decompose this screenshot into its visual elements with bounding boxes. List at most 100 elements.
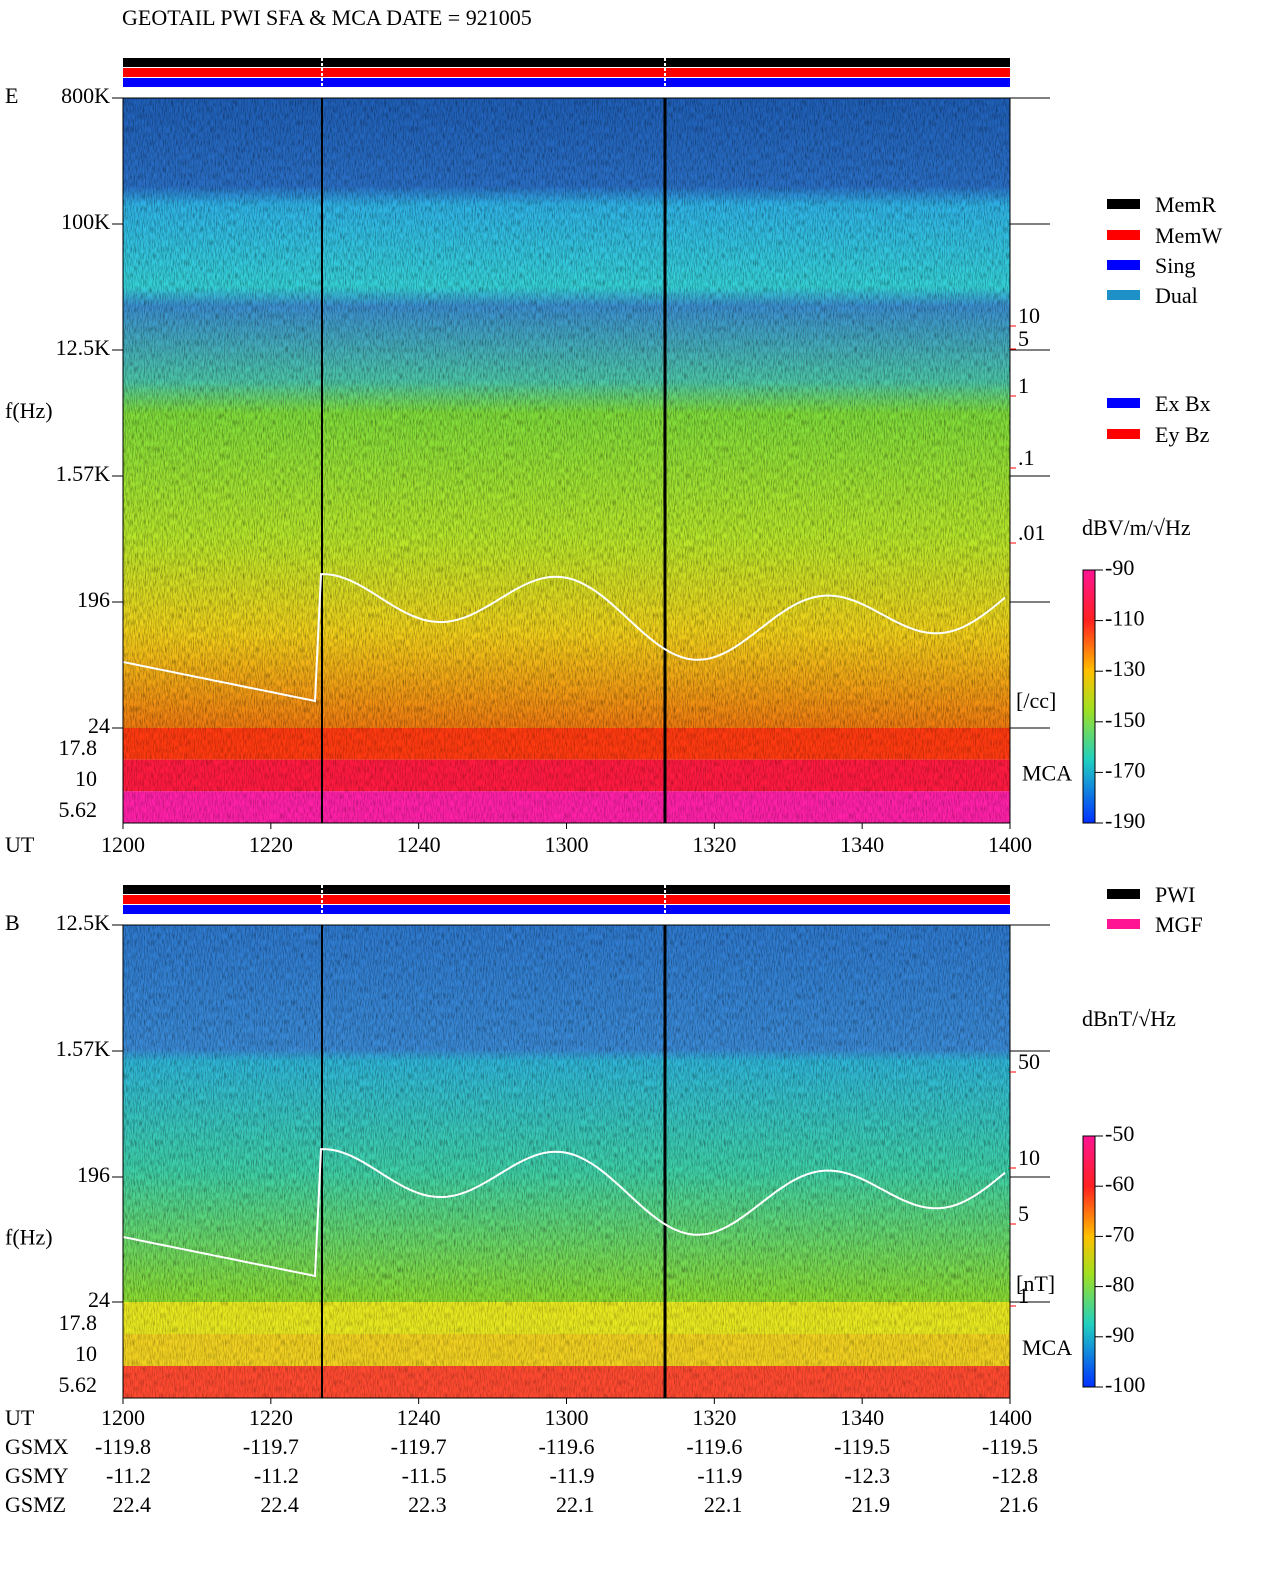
mca-tick-label: 5.62 xyxy=(59,797,98,822)
y-axis-label: f(Hz) xyxy=(5,1225,53,1250)
orbit-label: GSMY xyxy=(5,1463,69,1488)
colorbar-tick-label: -70 xyxy=(1105,1221,1134,1246)
density-unit: [nT] xyxy=(1016,1271,1055,1296)
density-tick-label: 1 xyxy=(1018,1283,1029,1308)
orbit-value: 21.9 xyxy=(852,1492,891,1517)
orbit-value: -119.6 xyxy=(538,1434,594,1459)
colorbar-tick-label: -50 xyxy=(1105,1121,1134,1146)
legend-swatch xyxy=(1107,889,1140,899)
x-tick-label: 1400 xyxy=(988,832,1032,857)
colorbar-tick-label: -60 xyxy=(1105,1171,1134,1196)
x-tick-label: 1340 xyxy=(840,1405,884,1430)
colorbar-tick-label: -100 xyxy=(1105,1372,1145,1397)
colorbar xyxy=(1082,1135,1096,1388)
colorbar-tick-label: -130 xyxy=(1105,656,1145,681)
plasma-trace xyxy=(122,1148,1006,1278)
x-tick-label: 1300 xyxy=(545,832,589,857)
orbit-value: -11.9 xyxy=(697,1463,742,1488)
orbit-value: -119.8 xyxy=(95,1434,151,1459)
legend-swatch xyxy=(1107,260,1140,270)
x-tick-label: 1220 xyxy=(249,832,293,857)
mca-tick-label: 10 xyxy=(75,766,97,791)
colorbar-tick-label: -110 xyxy=(1105,606,1145,631)
legend-label: PWI xyxy=(1155,882,1195,907)
mca-label: MCA xyxy=(1022,761,1072,786)
orbit-value: 22.3 xyxy=(408,1492,447,1517)
orbit-value: 22.1 xyxy=(704,1492,743,1517)
colorbar-tick-label: -90 xyxy=(1105,555,1134,580)
orbit-value: -11.9 xyxy=(549,1463,594,1488)
y-tick-label: 800K xyxy=(61,83,110,108)
colorbar-unit: dBV/m/√Hz xyxy=(1082,515,1191,540)
colorbar xyxy=(1082,569,1096,824)
y-tick-label: 1.57K xyxy=(56,461,111,486)
density-tick-label: 5 xyxy=(1018,1201,1029,1226)
orbit-value: -12.8 xyxy=(992,1463,1038,1488)
spectrogram-texture xyxy=(123,925,1010,1302)
density-tick-label: .01 xyxy=(1018,520,1046,545)
colorbar-tick-label: -150 xyxy=(1105,707,1145,732)
y-tick-label: 1.57K xyxy=(56,1036,111,1061)
x-axis-label: UT xyxy=(5,1405,35,1430)
orbit-value: -11.5 xyxy=(402,1463,447,1488)
status-bar xyxy=(123,68,1010,77)
status-bar xyxy=(123,895,1010,904)
orbit-value: -119.6 xyxy=(686,1434,742,1459)
orbit-value: -12.3 xyxy=(844,1463,890,1488)
legend-label: Sing xyxy=(1155,253,1195,278)
orbit-value: -119.7 xyxy=(243,1434,299,1459)
plasma-trace xyxy=(122,573,1006,703)
legend-swatch xyxy=(1107,919,1140,929)
status-bar xyxy=(123,58,1010,67)
x-tick-label: 1240 xyxy=(397,832,441,857)
legend-label: Dual xyxy=(1155,283,1198,308)
density-tick-label: 1 xyxy=(1018,373,1029,398)
y-axis-label: f(Hz) xyxy=(5,398,53,423)
legend-swatch xyxy=(1107,290,1140,300)
density-tick-label: 5 xyxy=(1018,326,1029,351)
legend-swatch xyxy=(1107,398,1140,408)
x-tick-label: 1340 xyxy=(840,832,884,857)
x-tick-label: 1240 xyxy=(397,1405,441,1430)
x-tick-label: 1300 xyxy=(545,1405,589,1430)
status-bar xyxy=(123,905,1010,914)
orbit-label: GSMZ xyxy=(5,1492,66,1517)
orbit-value: 21.6 xyxy=(1000,1492,1039,1517)
spectrogram-texture xyxy=(123,98,1010,728)
density-tick-label: 10 xyxy=(1018,303,1040,328)
legend-label: MGF xyxy=(1155,912,1203,937)
legend-label: MemW xyxy=(1155,223,1222,248)
legend-swatch xyxy=(1107,429,1140,439)
x-axis-label: UT xyxy=(5,832,35,857)
orbit-label: GSMX xyxy=(5,1434,69,1459)
orbit-value: 22.4 xyxy=(113,1492,152,1517)
legend-swatch xyxy=(1107,199,1140,209)
legend-label: MemR xyxy=(1155,192,1216,217)
status-bar xyxy=(123,78,1010,87)
x-tick-label: 1400 xyxy=(988,1405,1032,1430)
panel-label: E xyxy=(5,83,18,108)
colorbar-unit: dBnT/√Hz xyxy=(1082,1006,1176,1031)
y-tick-label: 12.5K xyxy=(56,910,111,935)
legend-label: Ey Bz xyxy=(1155,422,1210,447)
density-tick-label: 50 xyxy=(1018,1049,1040,1074)
density-tick-label: .1 xyxy=(1018,445,1035,470)
legend-swatch xyxy=(1107,230,1140,240)
mca-texture xyxy=(123,728,1010,823)
colorbar-tick-label: -90 xyxy=(1105,1322,1134,1347)
y-tick-label: 196 xyxy=(77,1162,110,1187)
colorbar-tick-label: -190 xyxy=(1105,808,1145,833)
orbit-value: -119.5 xyxy=(834,1434,890,1459)
mca-texture xyxy=(123,1302,1010,1398)
mca-label: MCA xyxy=(1022,1335,1072,1360)
y-tick-label: 196 xyxy=(77,587,110,612)
density-tick-label: 10 xyxy=(1018,1145,1040,1170)
orbit-value: 22.1 xyxy=(556,1492,595,1517)
colorbar-tick-label: -170 xyxy=(1105,757,1145,782)
legend-label: Ex Bx xyxy=(1155,391,1211,416)
mca-tick-label: 17.8 xyxy=(59,1310,98,1335)
title: GEOTAIL PWI SFA & MCA DATE = 921005 xyxy=(122,5,532,30)
colorbar-tick-label: -80 xyxy=(1105,1272,1134,1297)
x-tick-label: 1200 xyxy=(101,832,145,857)
